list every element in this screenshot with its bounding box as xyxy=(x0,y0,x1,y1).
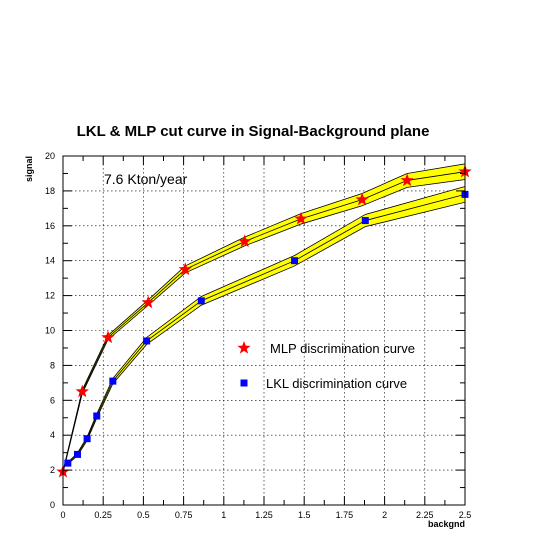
point-mlp xyxy=(75,384,89,398)
y-tick-label: 0 xyxy=(50,500,55,510)
x-tick-label: 1.75 xyxy=(336,510,354,520)
point-lkl xyxy=(361,217,369,225)
y-tick-label: 10 xyxy=(45,326,55,336)
x-tick-label: 1.5 xyxy=(298,510,311,520)
annotation-text: 7.6 Kton/year xyxy=(104,171,188,187)
legend: MLP discrimination curve LKL discriminat… xyxy=(237,341,415,391)
y-tick-label: 14 xyxy=(45,256,55,266)
legend-marker-lkl xyxy=(240,379,248,387)
legend-label-mlp: MLP discrimination curve xyxy=(270,341,415,356)
line-lkl xyxy=(67,194,466,464)
y-tick-label: 4 xyxy=(50,430,55,440)
point-lkl xyxy=(93,412,101,420)
point-mlp xyxy=(294,211,308,225)
line-mlp xyxy=(62,171,466,472)
x-tick-label: 2 xyxy=(382,510,387,520)
legend-label-lkl: LKL discrimination curve xyxy=(266,376,407,391)
x-tick-label: 0.5 xyxy=(137,510,150,520)
x-axis-label: backgnd xyxy=(428,519,465,529)
y-tick-label: 18 xyxy=(45,186,55,196)
y-tick-label: 6 xyxy=(50,395,55,405)
legend-square-icon xyxy=(240,379,248,387)
y-tick-label: 8 xyxy=(50,360,55,370)
grid xyxy=(63,156,465,505)
series-lines xyxy=(62,171,466,472)
point-lkl xyxy=(64,459,72,467)
x-tick-label: 2.5 xyxy=(459,510,472,520)
point-mlp xyxy=(141,295,155,309)
point-mlp xyxy=(238,234,252,248)
x-tick-label: 0.75 xyxy=(175,510,193,520)
legend-star-icon xyxy=(237,341,251,354)
point-lkl xyxy=(197,297,205,305)
y-tick-label: 2 xyxy=(50,465,55,475)
x-tick-label: 1.25 xyxy=(255,510,273,520)
point-mlp xyxy=(101,330,115,344)
y-tick-label: 16 xyxy=(45,221,55,231)
y-tick-label: 20 xyxy=(45,151,55,161)
point-mlp xyxy=(355,192,369,206)
point-mlp xyxy=(178,262,192,276)
point-lkl xyxy=(291,257,299,265)
x-tick-label: 0.25 xyxy=(94,510,112,520)
x-tick-label: 1 xyxy=(221,510,226,520)
point-lkl xyxy=(109,377,117,385)
x-axis-ticks: 0 0.25 0.5 0.75 1 1.25 1.5 1.75 2 2.25 2.5 xyxy=(60,156,471,520)
y-axis-label: signal xyxy=(24,156,34,182)
point-lkl xyxy=(143,337,151,345)
legend-marker-mlp xyxy=(237,341,251,354)
point-mlp xyxy=(400,173,414,187)
chart-title: LKL & MLP cut curve in Signal-Background… xyxy=(77,123,430,140)
x-tick-label: 2.25 xyxy=(416,510,434,520)
y-tick-label: 12 xyxy=(45,291,55,301)
point-lkl xyxy=(73,450,81,458)
y-axis-ticks: 0 2 4 6 8 10 12 14 16 18 20 xyxy=(45,151,465,510)
point-lkl xyxy=(83,435,91,443)
x-tick-label: 0 xyxy=(60,510,65,520)
